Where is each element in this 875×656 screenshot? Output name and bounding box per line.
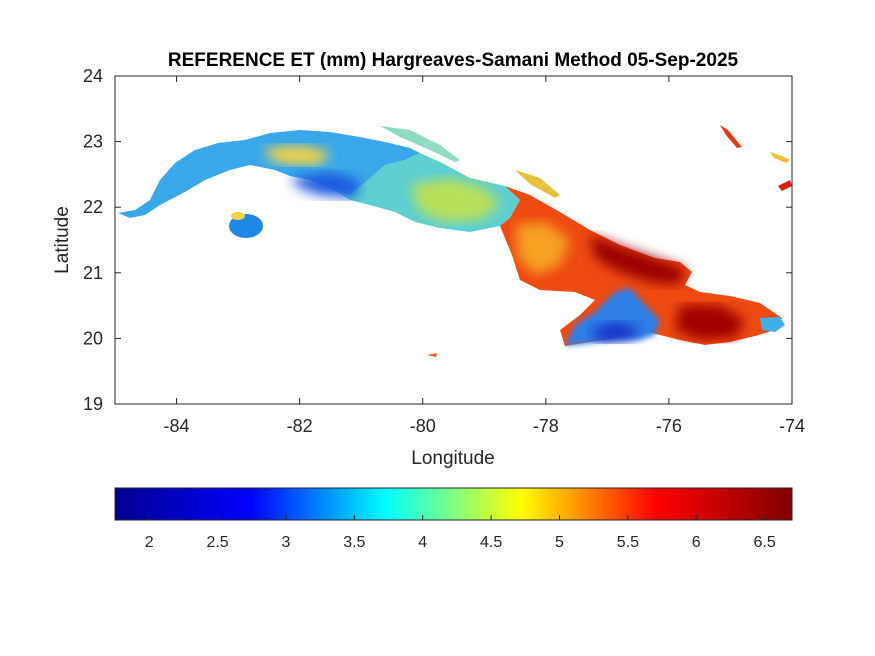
map-title: REFERENCE ET (mm) Hargreaves-Samani Meth… [168, 50, 739, 71]
x-tick-label: -74 [779, 416, 805, 436]
isla-juventud [229, 214, 263, 238]
colorbar-tick-label: 4 [418, 534, 427, 551]
cays-northeast [720, 125, 742, 148]
cays-east-1 [770, 152, 790, 163]
colorbar-ticks: 2 2.5 3 3.5 4 4.5 5 5.5 6 6.5 [145, 515, 776, 551]
y-tick-label: 20 [83, 328, 103, 348]
axes-box [114, 75, 793, 405]
region-southeast-darkred [675, 305, 745, 340]
et-field [118, 125, 792, 357]
region-west-hotspot [265, 145, 330, 165]
region-east-darkred [590, 235, 685, 285]
colorbar-tick-label: 3 [282, 534, 291, 551]
region-west [118, 130, 420, 218]
colorbar-box [114, 487, 793, 521]
x-axis-label: Longitude [411, 448, 494, 469]
y-tick-label: 19 [83, 394, 103, 414]
cays-east-2 [778, 180, 792, 191]
y-tick-label: 24 [83, 66, 103, 86]
x-tick-label: -78 [533, 416, 559, 436]
region-sierra-core [590, 322, 640, 342]
colorbar-fill [115, 488, 792, 520]
colorbar-tick-label: 6 [692, 534, 701, 551]
y-axis-label: Latitude [52, 206, 73, 274]
isla-juventud-edge [231, 212, 245, 220]
cays-gulf [515, 170, 560, 198]
region-east-tip [760, 317, 785, 332]
cays-south [427, 353, 437, 357]
colorbar-tick-label: 3.5 [343, 534, 365, 551]
x-axis-ticks: -84 -82 -80 -78 -76 -74 [164, 76, 805, 436]
region-east-orange [515, 222, 570, 275]
colorbar-tick-label: 5.5 [617, 534, 639, 551]
x-tick-label: -82 [287, 416, 313, 436]
x-tick-label: -76 [656, 416, 682, 436]
y-tick-label: 23 [83, 132, 103, 152]
y-axis-ticks: 19 20 21 22 23 24 [83, 66, 792, 414]
colorbar: 2 2.5 3 3.5 4 4.5 5 5.5 6 6.5 [114, 487, 793, 551]
colorbar-tick-label: 4.5 [480, 534, 502, 551]
region-havana-cool [290, 172, 360, 198]
colorbar-tick-label: 2 [145, 534, 154, 551]
cays-north-central [380, 126, 460, 162]
x-tick-label: -80 [410, 416, 436, 436]
colorbar-tick-label: 6.5 [754, 534, 776, 551]
y-tick-label: 22 [83, 197, 103, 217]
region-central-yellow [410, 178, 500, 222]
x-tick-label: -84 [164, 416, 190, 436]
colorbar-tick-label: 5 [555, 534, 564, 551]
map-axes: -84 -82 -80 -78 -76 -74 19 20 21 22 23 24 [83, 66, 805, 436]
colorbar-tick-label: 2.5 [206, 534, 228, 551]
y-tick-label: 21 [83, 263, 103, 283]
plot-background [115, 76, 792, 404]
